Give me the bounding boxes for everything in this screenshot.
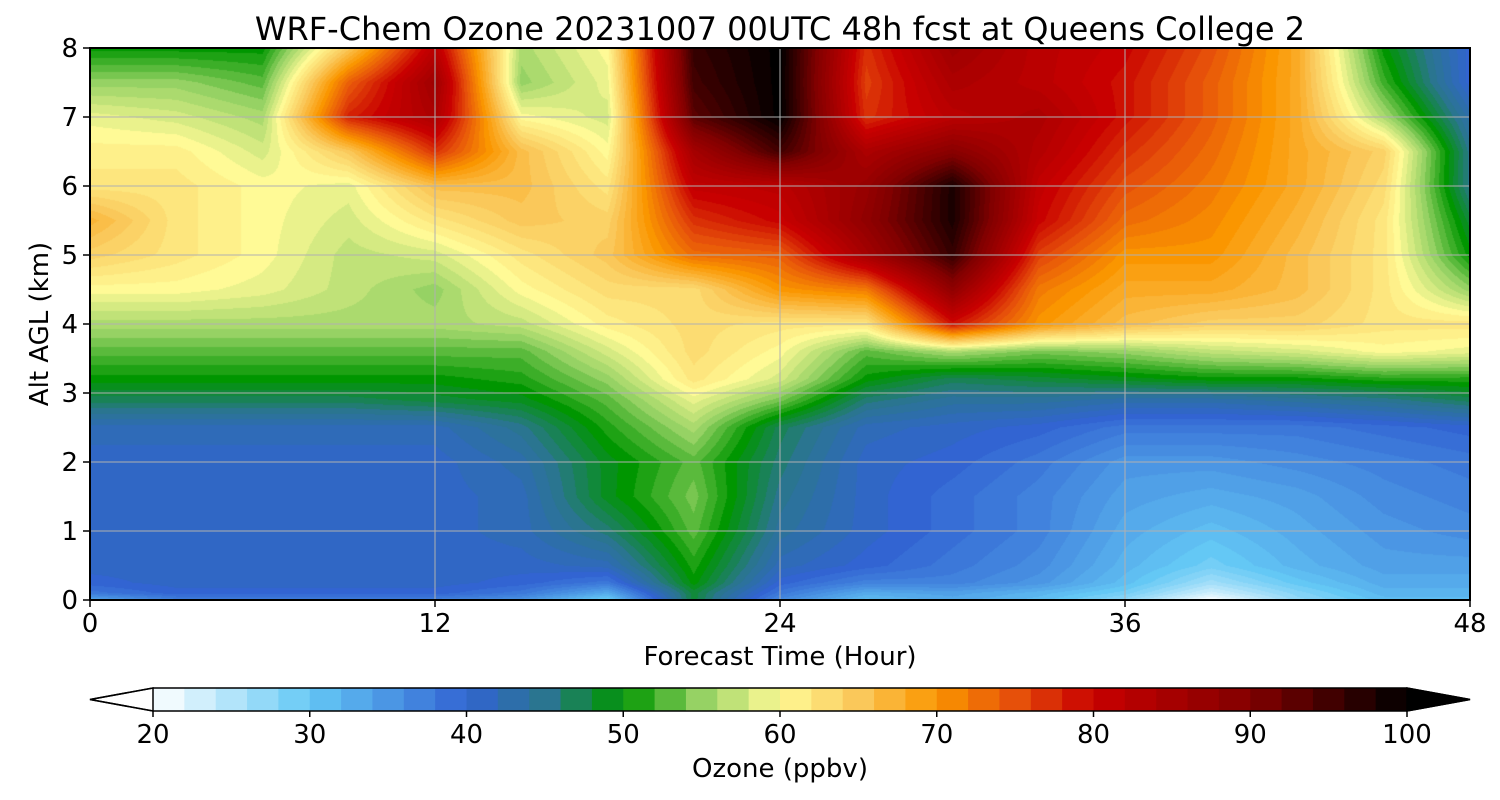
- colorbar-tick-label: 90: [1234, 720, 1267, 750]
- colorbar-segment: [403, 688, 436, 711]
- x-axis-label: Forecast Time (Hour): [643, 642, 916, 672]
- colorbar-segment: [529, 688, 562, 711]
- colorbar-segment: [1030, 688, 1063, 711]
- colorbar-segment: [435, 688, 468, 711]
- colorbar-segment: [215, 688, 248, 711]
- colorbar-segment: [1312, 688, 1345, 711]
- y-tick-label: 4: [61, 310, 78, 340]
- x-tick-label: 24: [763, 609, 796, 639]
- y-tick-label: 1: [61, 517, 78, 547]
- colorbar-segment: [905, 688, 938, 711]
- colorbar-tick-label: 80: [1077, 720, 1110, 750]
- colorbar-segment: [591, 688, 624, 711]
- colorbar-tick-label: 70: [920, 720, 953, 750]
- colorbar-tick-label: 60: [763, 720, 796, 750]
- colorbar: [89, 687, 1471, 712]
- colorbar-segment: [1124, 688, 1157, 711]
- x-tick-label: 36: [1108, 609, 1141, 639]
- x-axis: 0 12 24 36 48: [82, 600, 1487, 639]
- colorbar-segment: [341, 688, 374, 711]
- colorbar-segment: [780, 688, 812, 711]
- colorbar-max-extend: [1406, 687, 1471, 712]
- x-tick-label: 12: [418, 609, 451, 639]
- colorbar-min-extend: [89, 687, 154, 712]
- colorbar-tick-label: 40: [450, 720, 483, 750]
- colorbar-segment: [717, 688, 750, 711]
- colorbar-tick-label: 30: [293, 720, 326, 750]
- colorbar-segment: [466, 688, 499, 711]
- colorbar-segment: [560, 688, 593, 711]
- y-axis: 0 1 2 3 4 5 6 7 8: [61, 34, 90, 616]
- colorbar-segment: [372, 688, 405, 711]
- y-tick-label: 8: [61, 34, 78, 64]
- colorbar-segment: [811, 688, 844, 711]
- colorbar-segment: [999, 688, 1032, 711]
- colorbar-segment: [685, 688, 718, 711]
- colorbar-segment: [1281, 688, 1314, 711]
- y-axis-label: Alt AGL (km): [25, 242, 55, 406]
- colorbar-segment: [278, 688, 311, 711]
- colorbar-segment: [968, 688, 1001, 711]
- colorbar-segment: [1093, 688, 1126, 711]
- colorbar-segment: [309, 688, 342, 711]
- colorbar-segment: [1344, 688, 1377, 711]
- colorbar-tick-label: 100: [1382, 720, 1432, 750]
- chart-title: WRF-Chem Ozone 20231007 00UTC 48h fcst a…: [255, 10, 1305, 48]
- colorbar-segment: [1156, 688, 1189, 711]
- colorbar-label: Ozone (ppbv): [692, 754, 868, 784]
- colorbar-segment: [247, 688, 279, 711]
- y-tick-label: 2: [61, 448, 78, 478]
- colorbar-ticks: 20 30 40 50 60 70 80 90 100: [136, 711, 1432, 750]
- y-tick-label: 5: [61, 241, 78, 271]
- colorbar-segment: [1218, 688, 1251, 711]
- colorbar-segment: [936, 688, 969, 711]
- colorbar-tick-label: 20: [136, 720, 169, 750]
- colorbar-segment: [1375, 688, 1408, 711]
- colorbar-segment: [1062, 688, 1095, 711]
- colorbar-segment: [842, 688, 875, 711]
- colorbar-segment: [874, 688, 906, 711]
- x-tick-label: 0: [82, 609, 99, 639]
- colorbar-segment: [623, 688, 656, 711]
- y-tick-label: 3: [61, 379, 78, 409]
- colorbar-segment: [1250, 688, 1283, 711]
- y-tick-label: 7: [61, 103, 78, 133]
- colorbar-segment: [153, 688, 185, 711]
- x-tick-label: 48: [1453, 609, 1486, 639]
- y-tick-label: 0: [61, 586, 78, 616]
- colorbar-segment: [1187, 688, 1220, 711]
- colorbar-segment: [748, 688, 781, 711]
- colorbar-tick-label: 50: [607, 720, 640, 750]
- colorbar-segment: [497, 688, 530, 711]
- colorbar-segment: [654, 688, 687, 711]
- y-tick-label: 6: [61, 172, 78, 202]
- colorbar-segment: [184, 688, 217, 711]
